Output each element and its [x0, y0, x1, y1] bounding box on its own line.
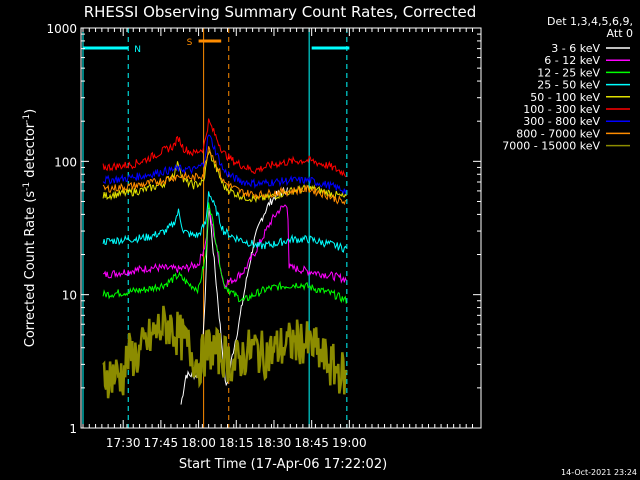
plot-frame [80, 27, 482, 429]
legend-label-50-100-kev: 50 - 100 keV [530, 91, 600, 104]
plot-area: NS [82, 28, 350, 428]
y-axis-label-part1: Corrected Count Rate (s [23, 191, 38, 348]
y-axis-label-part2: detector [23, 122, 38, 182]
x-tick-label-18-15: 18:15 [219, 436, 254, 450]
legend-label-100-300-kev: 100 - 300 keV [523, 103, 600, 116]
chart-title: RHESSI Observing Summary Count Rates, Co… [84, 3, 477, 21]
legend-label-3-6-kev: 3 - 6 keV [551, 42, 600, 55]
legend-label-800-7000-kev: 800 - 7000 keV [516, 127, 600, 140]
x-axis: 17:30 17:45 18:00 18:15 18:30 18:45 19:00 [82, 28, 473, 450]
legend-header-line1: Det 1,3,4,5,6,9, [547, 15, 633, 28]
y-axis-label: Corrected Count Rate (s-1 detector-1) [22, 109, 38, 347]
x-tick-label-18-30: 18:30 [257, 436, 292, 450]
series-line-300-800-kev [102, 134, 347, 195]
legend-label-7000-15000-kev: 7000 - 15000 keV [502, 140, 600, 153]
series-line-800-7000-kev [102, 146, 347, 206]
legend-label-6-12-kev: 6 - 12 keV [544, 54, 600, 67]
legend-label-300-800-kev: 300 - 800 keV [523, 115, 600, 128]
x-tick-label-17-30: 17:30 [106, 436, 141, 450]
x-tick-label-19-00: 19:00 [332, 436, 367, 450]
y-tick-label-10: 10 [62, 289, 77, 303]
y-axis: 1 10 100 1000 [46, 22, 481, 436]
legend-label-25-50-kev: 25 - 50 keV [537, 79, 600, 92]
legend-header-line2: Att 0 [607, 27, 633, 40]
y-tick-label-100: 100 [54, 155, 77, 169]
annotation-label-1: S [187, 38, 193, 48]
y-axis-label-sup1: -1 [22, 182, 32, 191]
series-line-100-300-kev [102, 118, 347, 178]
legend-label-12-25-kev: 12 - 25 keV [537, 66, 600, 79]
annotation-label-0: N [134, 45, 141, 55]
y-tick-label-1: 1 [69, 422, 77, 436]
x-tick-label-17-45: 17:45 [144, 436, 179, 450]
timestamp: 14-Oct-2021 23:24 [561, 468, 637, 477]
series-line-12-25-kev [102, 202, 347, 304]
x-axis-label: Start Time (17-Apr-06 17:22:02) [179, 457, 387, 472]
series-line-25-50-kev [102, 191, 347, 253]
series-line-7000-15000-kev [102, 305, 348, 399]
x-tick-label-18-00: 18:00 [181, 436, 216, 450]
y-axis-label-sup2: -1 [22, 114, 32, 123]
y-tick-label-1000: 1000 [46, 22, 77, 36]
x-tick-label-18-45: 18:45 [294, 436, 329, 450]
y-axis-label-part3: ) [23, 109, 38, 114]
series-line-6-12-kev [103, 204, 347, 288]
